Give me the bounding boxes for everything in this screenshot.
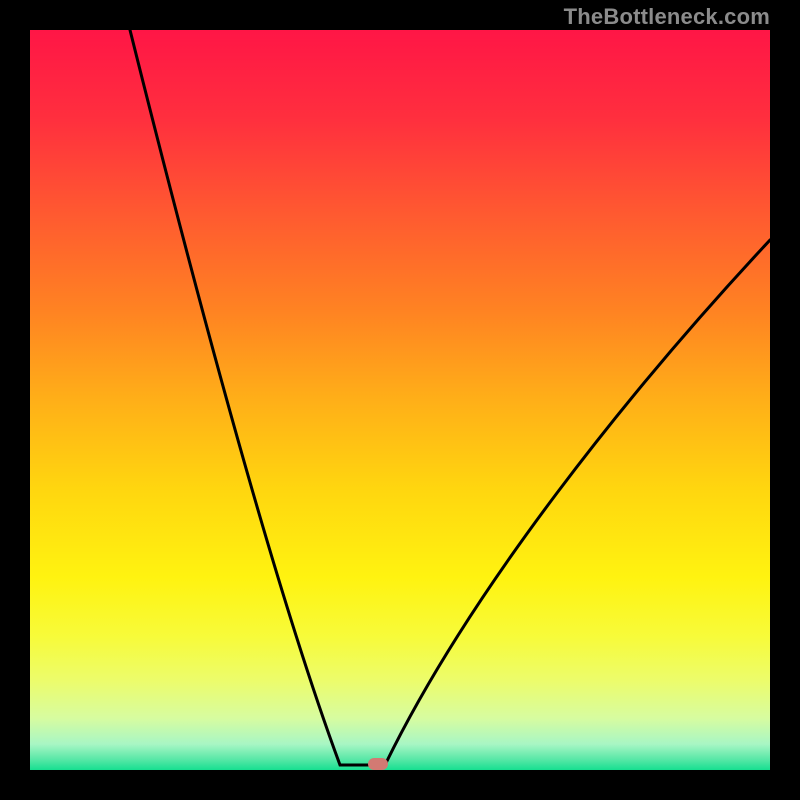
optimum-marker <box>368 758 388 770</box>
bottleneck-curve <box>30 30 770 770</box>
chart-frame: TheBottleneck.com <box>0 0 800 800</box>
v-curve-path <box>130 30 770 765</box>
watermark-text: TheBottleneck.com <box>564 4 770 30</box>
